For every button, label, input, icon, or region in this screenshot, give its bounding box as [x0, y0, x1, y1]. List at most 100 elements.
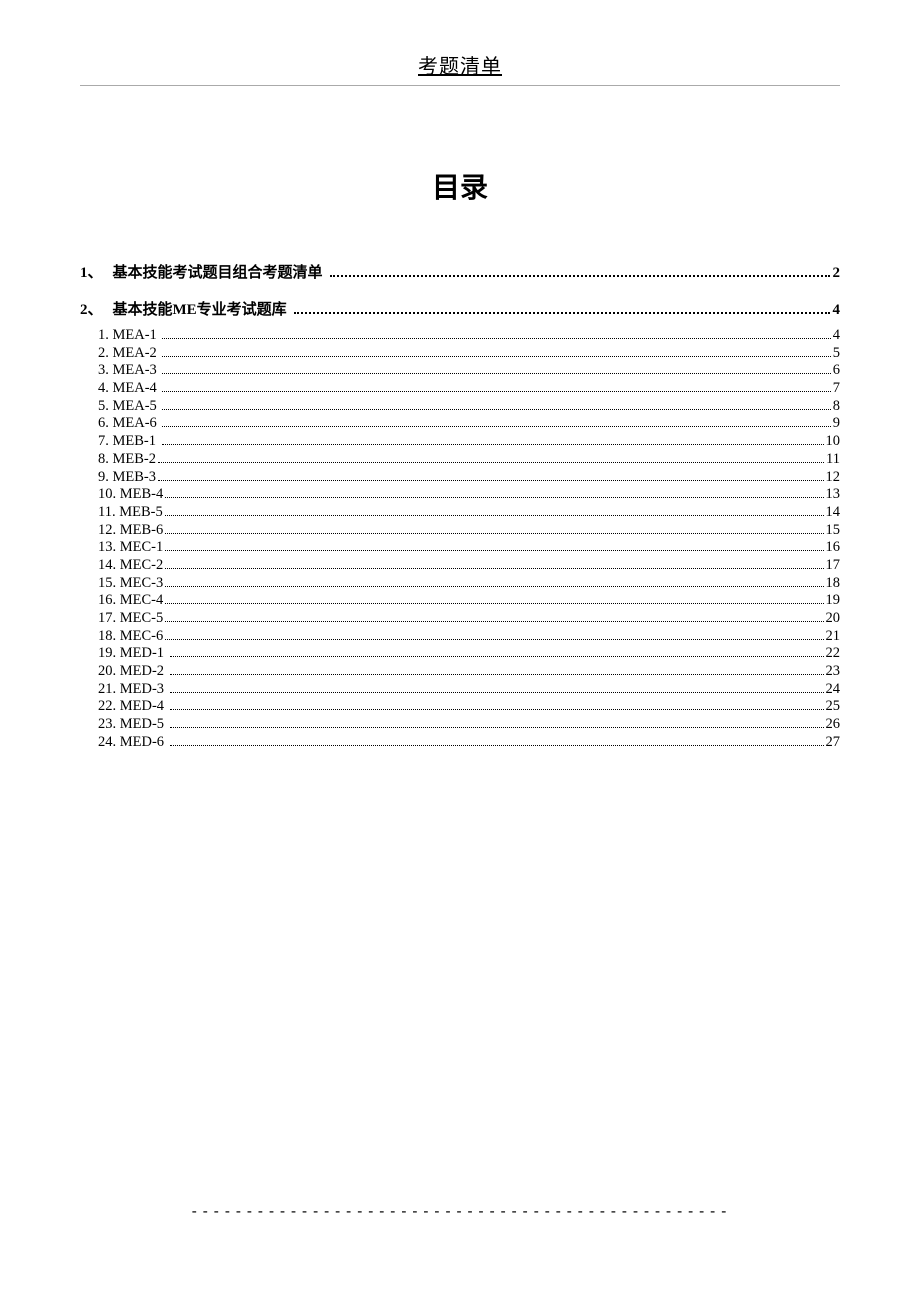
toc-sub-entry[interactable]: 24. MED-6 27	[98, 734, 840, 752]
toc-leader-dots	[165, 508, 824, 516]
toc-sub-entry[interactable]: 11. MEB-5 14	[98, 504, 840, 522]
toc-leader-dots	[170, 685, 824, 693]
toc-leader-dots	[162, 349, 830, 357]
toc-entry-page: 20	[826, 610, 841, 628]
toc-entry-label: 19. MED-1	[98, 645, 168, 663]
toc-entry-page: 17	[826, 557, 841, 575]
toc-sub-entry[interactable]: 5. MEA-5 8	[98, 398, 840, 416]
toc-leader-dots	[158, 455, 824, 463]
toc-title: 目录	[80, 166, 840, 206]
toc-entry-label: 15. MEC-3	[98, 575, 163, 593]
toc-section-gap	[80, 290, 840, 298]
toc-entry-label: 2. MEA-2	[98, 345, 160, 363]
toc-entry-label: 13. MEC-1	[98, 539, 163, 557]
toc-entry-label: 5. MEA-5	[98, 398, 160, 416]
toc-sub-entry[interactable]: 8. MEB-211	[98, 451, 840, 469]
toc-entry-page: 22	[826, 645, 841, 663]
toc-entry-label: 20. MED-2	[98, 663, 168, 681]
toc-leader-dots	[330, 268, 830, 277]
toc-main-list: 1、基本技能考试题目组合考题清单2 2、基本技能ME专业考试题库4	[80, 261, 840, 319]
toc-main-entry[interactable]: 1、基本技能考试题目组合考题清单2	[80, 261, 840, 282]
toc-entry-page: 12	[826, 469, 841, 487]
toc-entry-page: 16	[826, 539, 841, 557]
page-header: 考题清单	[80, 50, 840, 86]
toc-entry-page: 26	[826, 716, 841, 734]
toc-sub-entry[interactable]: 15. MEC-3 18	[98, 575, 840, 593]
toc-sub-entry[interactable]: 2. MEA-2 5	[98, 345, 840, 363]
footer-separator: ----------------------------------------…	[0, 1202, 920, 1220]
toc-entry-label: 23. MED-5	[98, 716, 168, 734]
toc-entry-page: 8	[833, 398, 840, 416]
toc-main-entry[interactable]: 2、基本技能ME专业考试题库4	[80, 298, 840, 319]
toc-leader-dots	[162, 331, 830, 339]
toc-entry-number: 2、	[80, 298, 103, 319]
toc-entry-page: 4	[833, 327, 840, 345]
toc-entry-label: 14. MEC-2	[98, 557, 163, 575]
toc-leader-dots	[170, 738, 824, 746]
toc-entry-label: 10. MEB-4	[98, 486, 163, 504]
toc-sub-entry[interactable]: 14. MEC-2 17	[98, 557, 840, 575]
toc-sub-entry[interactable]: 17. MEC-5 20	[98, 610, 840, 628]
toc-sub-entry[interactable]: 19. MED-1 22	[98, 645, 840, 663]
toc-entry-page: 18	[826, 575, 841, 593]
toc-entry-number: 1、	[80, 261, 103, 282]
toc-sub-entry[interactable]: 16. MEC-4 19	[98, 592, 840, 610]
toc-sub-entry[interactable]: 3. MEA-3 6	[98, 362, 840, 380]
toc-sub-entry[interactable]: 20. MED-2 23	[98, 663, 840, 681]
toc-leader-dots	[162, 419, 830, 427]
toc-entry-label: 21. MED-3	[98, 681, 168, 699]
toc-sub-entry[interactable]: 6. MEA-6 9	[98, 415, 840, 433]
toc-entry-page: 6	[833, 362, 840, 380]
toc-sub-entry[interactable]: 4. MEA-4 7	[98, 380, 840, 398]
toc-entry-label: 16. MEC-4	[98, 592, 163, 610]
toc-leader-dots	[162, 366, 830, 374]
toc-entry-label: 3. MEA-3	[98, 362, 160, 380]
toc-entry-page: 9	[833, 415, 840, 433]
toc-leader-dots	[165, 543, 823, 551]
toc-leader-dots	[165, 632, 823, 640]
toc-entry-page: 4	[833, 302, 841, 319]
toc-sub-entry[interactable]: 13. MEC-1 16	[98, 539, 840, 557]
toc-sub-entry[interactable]: 12. MEB-6 15	[98, 522, 840, 540]
toc-sub-entry[interactable]: 7. MEB-1 10	[98, 433, 840, 451]
toc-entry-label: 18. MEC-6	[98, 628, 163, 646]
document-page: 考题清单 目录 1、基本技能考试题目组合考题清单2 2、基本技能ME专业考试题库4…	[0, 0, 920, 792]
toc-sub-entry[interactable]: 9. MEB-3 12	[98, 469, 840, 487]
toc-leader-dots	[294, 305, 830, 314]
toc-leader-dots	[165, 526, 823, 534]
toc-entry-label: 7. MEB-1	[98, 433, 160, 451]
toc-leader-dots	[170, 649, 824, 657]
toc-entry-page: 19	[826, 592, 841, 610]
toc-leader-dots	[170, 702, 824, 710]
toc-sub-entry[interactable]: 10. MEB-4 13	[98, 486, 840, 504]
toc-entry-label: 8. MEB-2	[98, 451, 156, 469]
toc-leader-dots	[170, 667, 824, 675]
toc-sub-entry[interactable]: 21. MED-3 24	[98, 681, 840, 699]
toc-leader-dots	[165, 561, 823, 569]
toc-entry-label: 4. MEA-4	[98, 380, 160, 398]
toc-entry-page: 5	[833, 345, 840, 363]
toc-leader-dots	[165, 614, 823, 622]
toc-sub-list: 1. MEA-1 42. MEA-2 53. MEA-3 64. MEA-4 7…	[80, 327, 840, 752]
toc-entry-page: 23	[826, 663, 841, 681]
toc-sub-entry[interactable]: 1. MEA-1 4	[98, 327, 840, 345]
toc-entry-page: 10	[826, 433, 841, 451]
toc-entry-page: 24	[826, 681, 841, 699]
toc-leader-dots	[158, 473, 824, 481]
toc-entry-label: 17. MEC-5	[98, 610, 163, 628]
toc-entry-label: 12. MEB-6	[98, 522, 163, 540]
toc-sub-entry[interactable]: 23. MED-5 26	[98, 716, 840, 734]
toc-entry-page: 15	[826, 522, 841, 540]
toc-entry-label: 24. MED-6	[98, 734, 168, 752]
toc-entry-label: 9. MEB-3	[98, 469, 156, 487]
toc-leader-dots	[165, 596, 823, 604]
toc-entry-label: 11. MEB-5	[98, 504, 163, 522]
toc-leader-dots	[165, 490, 823, 498]
toc-sub-entry[interactable]: 18. MEC-6 21	[98, 628, 840, 646]
toc-entry-page: 27	[826, 734, 841, 752]
toc-leader-dots	[162, 437, 824, 445]
toc-entry-page: 21	[826, 628, 841, 646]
toc-entry-page: 14	[826, 504, 841, 522]
toc-entry-page: 13	[826, 486, 841, 504]
toc-sub-entry[interactable]: 22. MED-4 25	[98, 698, 840, 716]
